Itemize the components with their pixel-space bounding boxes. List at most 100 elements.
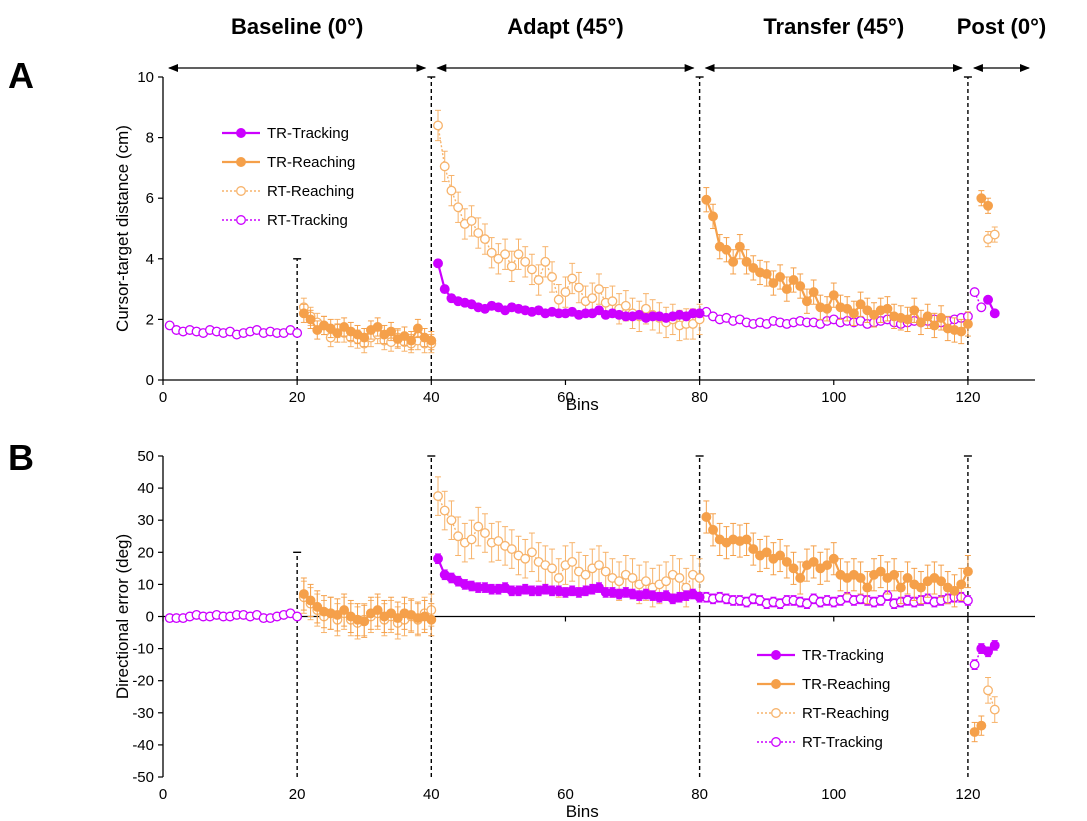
data-point (687, 318, 698, 329)
data-point (446, 185, 457, 196)
data-point (553, 294, 564, 305)
series-tr-reaching (701, 500, 973, 608)
data-point (540, 256, 551, 267)
data-point (822, 303, 833, 314)
data-point (607, 296, 618, 307)
data-point (855, 299, 866, 310)
data-point (962, 595, 973, 606)
series-tr-tracking-post (976, 640, 1000, 658)
legend-swatch-marker (771, 708, 781, 718)
data-point (909, 305, 920, 316)
legend-entry-tr-reaching: TR-Reaching (267, 154, 355, 171)
data-point (473, 521, 484, 532)
series-tr-tracking-post (983, 294, 1000, 319)
data-point (513, 249, 524, 260)
data-point (801, 296, 812, 307)
data-point (406, 335, 417, 346)
data-point (916, 317, 926, 328)
data-point (701, 194, 712, 205)
legend-swatch-marker (771, 679, 781, 689)
x-axis-label: Bins (566, 802, 599, 821)
legend: TR-Tracking TR-Reaching RT-Reaching RT-Trac… (222, 125, 355, 229)
series-line (973, 648, 982, 665)
data-point (889, 569, 900, 580)
y-tick-label: -50 (132, 769, 154, 786)
data-point (768, 278, 779, 288)
legend-swatch-marker (236, 186, 246, 196)
data-point (788, 275, 799, 285)
data-point (372, 322, 383, 332)
data-point (694, 308, 705, 319)
data-point (976, 302, 987, 313)
data-point (808, 556, 819, 567)
y-tick-label: 10 (137, 576, 154, 593)
data-point (298, 308, 309, 319)
data-point (433, 491, 443, 502)
data-point (594, 305, 604, 316)
y-tick-label: 10 (137, 69, 154, 86)
legend-entry-tr-tracking: TR-Tracking (267, 125, 349, 142)
data-point (788, 563, 799, 574)
data-point (573, 282, 584, 293)
data-point (567, 556, 578, 567)
series-rt-reaching (433, 476, 705, 608)
legend-entry-tr-tracking: TR-Tracking (802, 647, 884, 664)
data-point (983, 234, 993, 245)
y-axis-label: Cursor-target distance (cm) (113, 125, 132, 332)
data-point (641, 576, 651, 587)
data-point (822, 560, 833, 571)
data-point (386, 608, 397, 619)
data-point (292, 328, 303, 338)
data-point (600, 566, 611, 577)
data-point (969, 727, 980, 738)
data-point (486, 247, 497, 258)
data-point (292, 611, 303, 622)
data-point (862, 582, 873, 593)
data-point (916, 582, 926, 593)
data-point (305, 314, 316, 325)
data-point (480, 234, 490, 245)
data-point (339, 322, 350, 332)
panel-b-chart: -50 -40 -30 -20 -10 0 10 20 30 40 50 0 20 40 60 80 100 12… (113, 448, 1035, 821)
series-tr-reaching-post (976, 190, 993, 214)
data-point (332, 609, 343, 620)
series-rt-reaching-post (983, 676, 1000, 723)
data-point (956, 326, 967, 337)
data-point (312, 325, 323, 335)
panel-a-letter: A (8, 55, 34, 96)
legend-swatch-marker (236, 157, 246, 167)
legend-swatch-marker (771, 650, 781, 660)
legend-swatch-marker (236, 128, 246, 138)
data-point (741, 534, 752, 545)
data-point (983, 294, 993, 305)
data-point (359, 616, 370, 627)
series-rt-reaching-post (983, 226, 1000, 248)
data-point (426, 335, 437, 346)
data-point (466, 215, 477, 226)
series-tr-tracking (433, 553, 705, 605)
phase-label-post-0: Post (0°) (957, 14, 1046, 39)
x-tick-label: 0 (159, 786, 167, 803)
data-point (580, 569, 591, 580)
data-point (976, 193, 987, 204)
data-point (983, 200, 993, 211)
data-point (741, 256, 752, 267)
data-point (526, 547, 537, 558)
data-point (721, 244, 732, 255)
data-point (875, 566, 886, 577)
series-tr-reaching (701, 187, 973, 345)
data-point (587, 293, 598, 304)
data-point (989, 308, 1000, 319)
phase-label-transfer-45: Transfer (45°) (763, 14, 904, 39)
data-point (439, 505, 450, 516)
data-point (989, 229, 1000, 240)
x-tick-label: 60 (557, 389, 574, 406)
data-point (708, 524, 718, 535)
data-point (748, 544, 759, 555)
data-point (962, 566, 973, 577)
data-point (614, 576, 625, 587)
data-point (500, 249, 511, 260)
y-tick-label: -30 (132, 705, 154, 722)
series-tr-reaching-post (969, 715, 987, 743)
